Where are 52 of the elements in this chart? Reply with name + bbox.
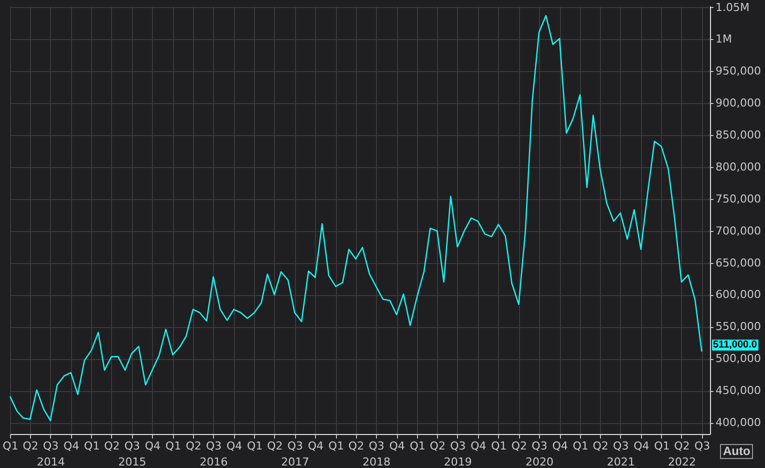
x-tick-label: Q2 [186, 440, 202, 452]
x-tick-label: Q1 [491, 440, 507, 452]
x-tick-label: Q3 2017 [281, 440, 310, 468]
line-series [9, 14, 702, 422]
x-tick-label: Q2 [592, 440, 608, 452]
y-tick-label: 800,000 [716, 160, 761, 174]
x-tick-label: Q3 2015 [118, 440, 146, 468]
x-tick-label: Q2 2022 [668, 440, 696, 468]
x-tick-label: Q2 [267, 440, 283, 452]
x-tick-label: Q4 [634, 440, 650, 452]
y-tick-label: 550,000 [716, 320, 761, 334]
text: Auto [720, 444, 754, 459]
y-tick-label: 700,000 [716, 224, 761, 238]
x-tick-label: Q4 [64, 440, 80, 452]
y-tick-label: 900,000 [716, 96, 761, 110]
x-tick-label: Q3 [694, 440, 710, 452]
x-tick-label: Q2 [348, 440, 364, 452]
x-tick-label: Q4 [470, 440, 486, 452]
x-tick-label: Q4 [389, 440, 405, 452]
x-tick-label: Q1 [165, 440, 182, 452]
y-tick-label: 600,000 [716, 288, 761, 302]
x-tick-label: Q2 [104, 440, 120, 452]
x-tick-label: Q1 [410, 440, 426, 452]
x-tick-label: Q3 2019 [444, 440, 472, 468]
y-tick-label: 950,000 [716, 64, 761, 78]
annotation: 511,000.0 [713, 340, 758, 351]
y-tick-label: 500,000 [716, 352, 761, 366]
y-tick-label: 1.05M [716, 0, 750, 14]
y-tick-label: 1M [716, 32, 732, 46]
x-tick-label: Q1 [654, 440, 670, 452]
x-tick-label: Q1 [328, 440, 344, 452]
x-tick-label: Q2 [511, 440, 528, 452]
y-tick-label: 450,000 [716, 384, 761, 398]
x-tick-label: Q3 2021 [606, 440, 635, 468]
x-tick-label: Q4 [552, 440, 568, 452]
x-tick-label: Q1 [246, 440, 263, 452]
x-tick-label: Q3 2020 [526, 440, 554, 468]
y-tick-label: 650,000 [716, 256, 761, 270]
x-tick-label: Q3 2018 [362, 440, 391, 468]
x-tick-label: Q1 [84, 440, 100, 452]
x-tick-label: Q3 2014 [36, 440, 65, 468]
x-tick-label: Q3 2016 [200, 440, 228, 468]
x-tick-label: Q4 [226, 440, 242, 452]
x-tick-label: Q1 [2, 440, 18, 452]
x-tick-label: Q2 [430, 440, 446, 452]
y-tick-label: 400,000 [716, 416, 761, 429]
x-tick-label: Q1 [572, 440, 588, 452]
y-tick-label: 750,000 [716, 192, 761, 206]
x-tick-label: Q2 [22, 440, 38, 452]
x-tick-label: Q4 [308, 440, 324, 452]
x-tick-label: Q4 [144, 440, 161, 452]
y-tick-label: 850,000 [716, 128, 761, 142]
